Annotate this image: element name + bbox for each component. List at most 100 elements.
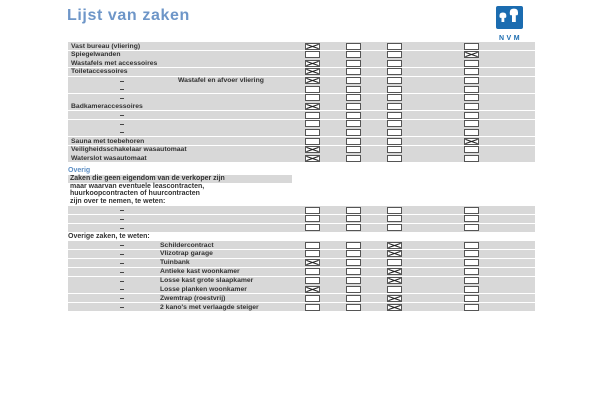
checkbox[interactable] [305,68,320,76]
checkbox[interactable] [464,137,479,145]
checkbox[interactable] [464,77,479,85]
checkbox[interactable] [346,294,361,302]
checkbox[interactable] [387,224,402,232]
checkbox[interactable] [346,94,361,102]
checkbox[interactable] [387,128,402,136]
checkbox[interactable] [305,303,320,311]
checkbox[interactable] [346,215,361,223]
checkbox[interactable] [346,303,361,311]
checkbox[interactable] [387,94,402,102]
checkbox[interactable] [346,224,361,232]
checkbox[interactable] [305,285,320,293]
checkbox[interactable] [464,51,479,59]
checkbox[interactable] [305,268,320,276]
checkbox[interactable] [387,250,402,258]
checkbox[interactable] [305,42,320,50]
checkbox[interactable] [305,77,320,85]
checkbox[interactable] [346,277,361,285]
checkbox[interactable] [346,285,361,293]
checkbox[interactable] [464,215,479,223]
checkbox[interactable] [464,146,479,154]
checkbox[interactable] [305,250,320,258]
checkbox[interactable] [387,259,402,267]
checkbox[interactable] [305,94,320,102]
checkbox[interactable] [346,128,361,136]
checkbox[interactable] [464,294,479,302]
checkbox[interactable] [305,59,320,67]
checkbox[interactable] [464,250,479,258]
checkbox[interactable] [387,111,402,119]
checkbox[interactable] [305,206,320,214]
checkbox[interactable] [305,120,320,128]
checkbox[interactable] [305,51,320,59]
checkbox[interactable] [464,94,479,102]
checkbox[interactable] [387,137,402,145]
checkbox[interactable] [305,111,320,119]
checkbox[interactable] [464,277,479,285]
checkbox[interactable] [387,68,402,76]
checkbox[interactable] [305,146,320,154]
checkbox[interactable] [387,77,402,85]
checkbox[interactable] [305,241,320,249]
checkbox[interactable] [387,215,402,223]
checkbox[interactable] [387,146,402,154]
checkbox[interactable] [464,68,479,76]
checkbox[interactable] [346,137,361,145]
checkbox[interactable] [346,259,361,267]
checkbox[interactable] [346,42,361,50]
checkbox[interactable] [464,224,479,232]
checkbox[interactable] [464,111,479,119]
checkbox[interactable] [464,59,479,67]
checkbox[interactable] [346,241,361,249]
checkbox[interactable] [346,111,361,119]
checkbox[interactable] [464,102,479,110]
checkbox[interactable] [346,154,361,162]
checkbox[interactable] [305,128,320,136]
checkbox[interactable] [387,285,402,293]
checkbox[interactable] [305,259,320,267]
checkbox[interactable] [464,85,479,93]
checkbox[interactable] [305,224,320,232]
checkbox[interactable] [387,241,402,249]
checkbox[interactable] [346,102,361,110]
checkbox[interactable] [346,268,361,276]
checkbox[interactable] [464,259,479,267]
checkbox[interactable] [305,137,320,145]
checkbox[interactable] [387,42,402,50]
checkbox[interactable] [346,51,361,59]
checkbox[interactable] [305,294,320,302]
checkbox[interactable] [305,102,320,110]
checkbox[interactable] [346,120,361,128]
checkbox[interactable] [387,51,402,59]
checkbox[interactable] [346,68,361,76]
checkbox[interactable] [464,285,479,293]
checkbox[interactable] [387,102,402,110]
checkbox[interactable] [305,154,320,162]
checkbox[interactable] [464,206,479,214]
checkbox[interactable] [387,154,402,162]
checkbox[interactable] [464,154,479,162]
checkbox[interactable] [346,77,361,85]
checkbox[interactable] [464,241,479,249]
checkbox[interactable] [387,303,402,311]
checkbox[interactable] [387,120,402,128]
checkbox[interactable] [464,42,479,50]
checkbox[interactable] [305,85,320,93]
checkbox[interactable] [305,277,320,285]
checkbox[interactable] [387,206,402,214]
checkbox[interactable] [464,303,479,311]
checkbox[interactable] [387,85,402,93]
checkbox[interactable] [387,268,402,276]
checkbox[interactable] [346,85,361,93]
checkbox[interactable] [346,250,361,258]
checkbox[interactable] [346,206,361,214]
checkbox[interactable] [464,128,479,136]
checkbox[interactable] [387,277,402,285]
checkbox[interactable] [464,120,479,128]
checkbox[interactable] [464,268,479,276]
checkbox[interactable] [346,59,361,67]
checkbox[interactable] [387,59,402,67]
checkbox[interactable] [305,215,320,223]
checkbox[interactable] [346,146,361,154]
checkbox[interactable] [387,294,402,302]
